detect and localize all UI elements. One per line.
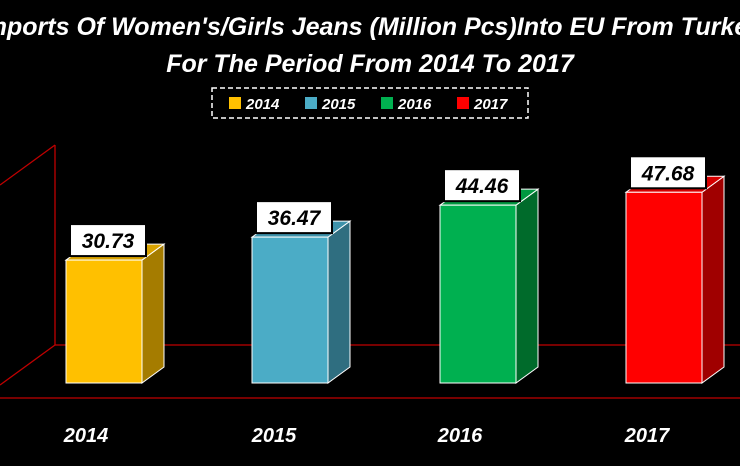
data-label-2014: 30.73 [69,223,147,258]
data-label-text-2014: 30.73 [82,230,135,253]
legend-swatch-2014 [229,97,241,109]
legend-item-2017: 2017 [457,96,508,113]
floor-left-edge [0,344,56,386]
wall-top-edge [0,144,56,186]
legend-label-2016: 2016 [397,96,432,113]
bar-front-2015 [251,236,329,384]
data-label-box-2015 [255,200,333,235]
data-label-text-2015: 36.47 [268,207,322,230]
legend-swatch-2015 [305,97,317,109]
data-label-text-2016: 44.46 [455,175,509,198]
bar-front-2017 [625,191,703,384]
category-label-2015: 2015 [251,425,297,447]
category-label-2014: 2014 [63,425,109,447]
bar-side-2015 [327,220,351,384]
bar-side-2016 [515,188,539,384]
data-label-2015: 36.47 [255,200,333,235]
bar-side-2017 [701,175,725,384]
bar-2014 [64,243,166,384]
bar-2017 [624,175,726,384]
bar-front-2016 [439,204,517,384]
bar-2016 [438,188,540,384]
data-label-box-2014 [69,223,147,258]
data-label-box-2016 [443,168,521,203]
legend-item-2014: 2014 [229,96,280,113]
data-label-2017: 47.68 [629,155,707,190]
legend-swatch-2016 [381,97,393,109]
legend-swatch-2017 [457,97,469,109]
legend-box [211,87,529,119]
category-label-2017: 2017 [624,425,670,447]
data-label-2016: 44.46 [443,168,521,203]
bar-front-2014 [65,259,143,384]
legend-item-2015: 2015 [305,96,356,113]
legend-label-2015: 2015 [321,96,356,113]
bar-2015 [250,220,352,384]
chart-title-line1: Imports Of Women's/Girls Jeans (Million … [0,13,740,41]
legend-item-2016: 2016 [381,96,432,113]
bars-group: 30.73 36.47 44.46 47.68 [64,155,726,384]
legend-label-2017: 2017 [473,96,508,113]
data-label-text-2017: 47.68 [641,162,695,185]
legend-label-2014: 2014 [245,96,280,113]
category-label-2016: 2016 [437,425,483,447]
data-label-box-2017 [629,155,707,190]
bar-side-2014 [141,243,165,384]
chart-title-line2: For The Period From 2014 To 2017 [166,50,575,78]
